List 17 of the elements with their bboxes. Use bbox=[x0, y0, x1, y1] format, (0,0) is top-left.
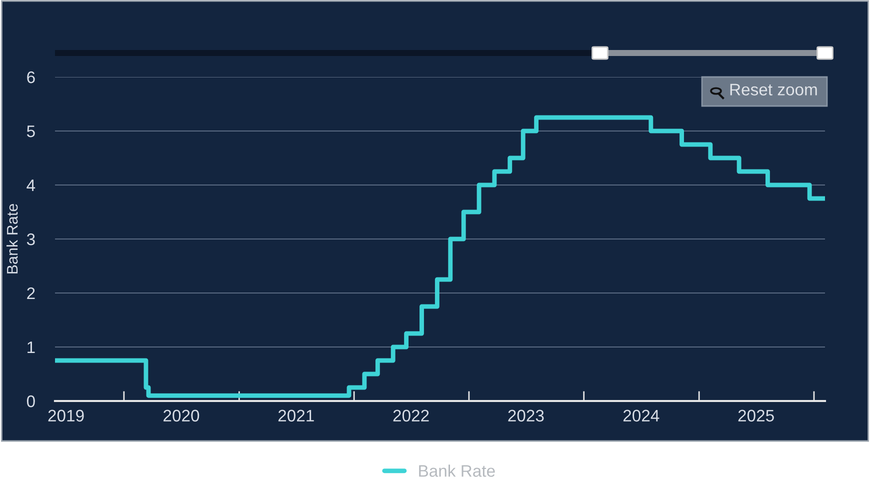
x-tick-label: 2020 bbox=[164, 410, 200, 422]
x-tick-label: 2025 bbox=[738, 410, 774, 422]
x-tick-label: 2021 bbox=[278, 410, 314, 422]
y-tick-label: 3 bbox=[26, 233, 35, 246]
x-tick-label: 2024 bbox=[623, 410, 660, 422]
x-tick-label: 2023 bbox=[508, 410, 544, 422]
y-tick-label: 1 bbox=[28, 342, 35, 354]
y-tick-label: 6 bbox=[27, 71, 35, 84]
legend-label: Bank Rate bbox=[419, 464, 495, 477]
y-axis-title: Bank Rate bbox=[6, 204, 18, 274]
x-tick-label: 2022 bbox=[393, 410, 429, 422]
y-tick-label: 4 bbox=[26, 180, 36, 192]
annotation: Reset zoom bbox=[730, 84, 817, 96]
y-tick-label: 5 bbox=[26, 126, 35, 138]
y-tick-label: 2 bbox=[27, 287, 35, 300]
x-tick-label: 2019 bbox=[48, 410, 84, 422]
y-tick-label: 0 bbox=[26, 395, 35, 408]
